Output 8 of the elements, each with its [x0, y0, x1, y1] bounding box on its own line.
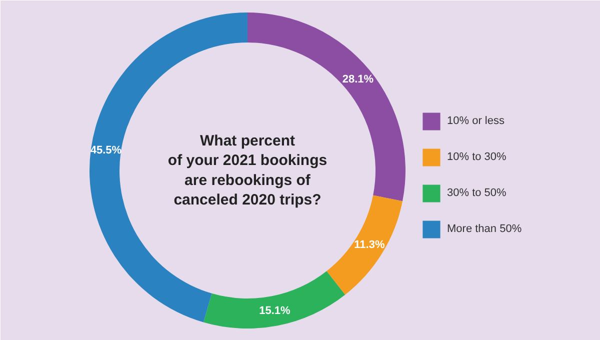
data-label: 28.1% [342, 74, 374, 86]
legend-label: 10% to 30% [447, 151, 506, 163]
data-label: 11.3% [354, 239, 385, 252]
text: What percent of your 2021 bookings are rebookings of canceled 2020 trips? [168, 132, 328, 208]
legend-label: 10% or less [447, 115, 504, 127]
legend-label: 30% to 50% [447, 187, 506, 199]
legend-label: More than 50% [447, 223, 522, 235]
data-label: 15.1% [259, 304, 291, 317]
